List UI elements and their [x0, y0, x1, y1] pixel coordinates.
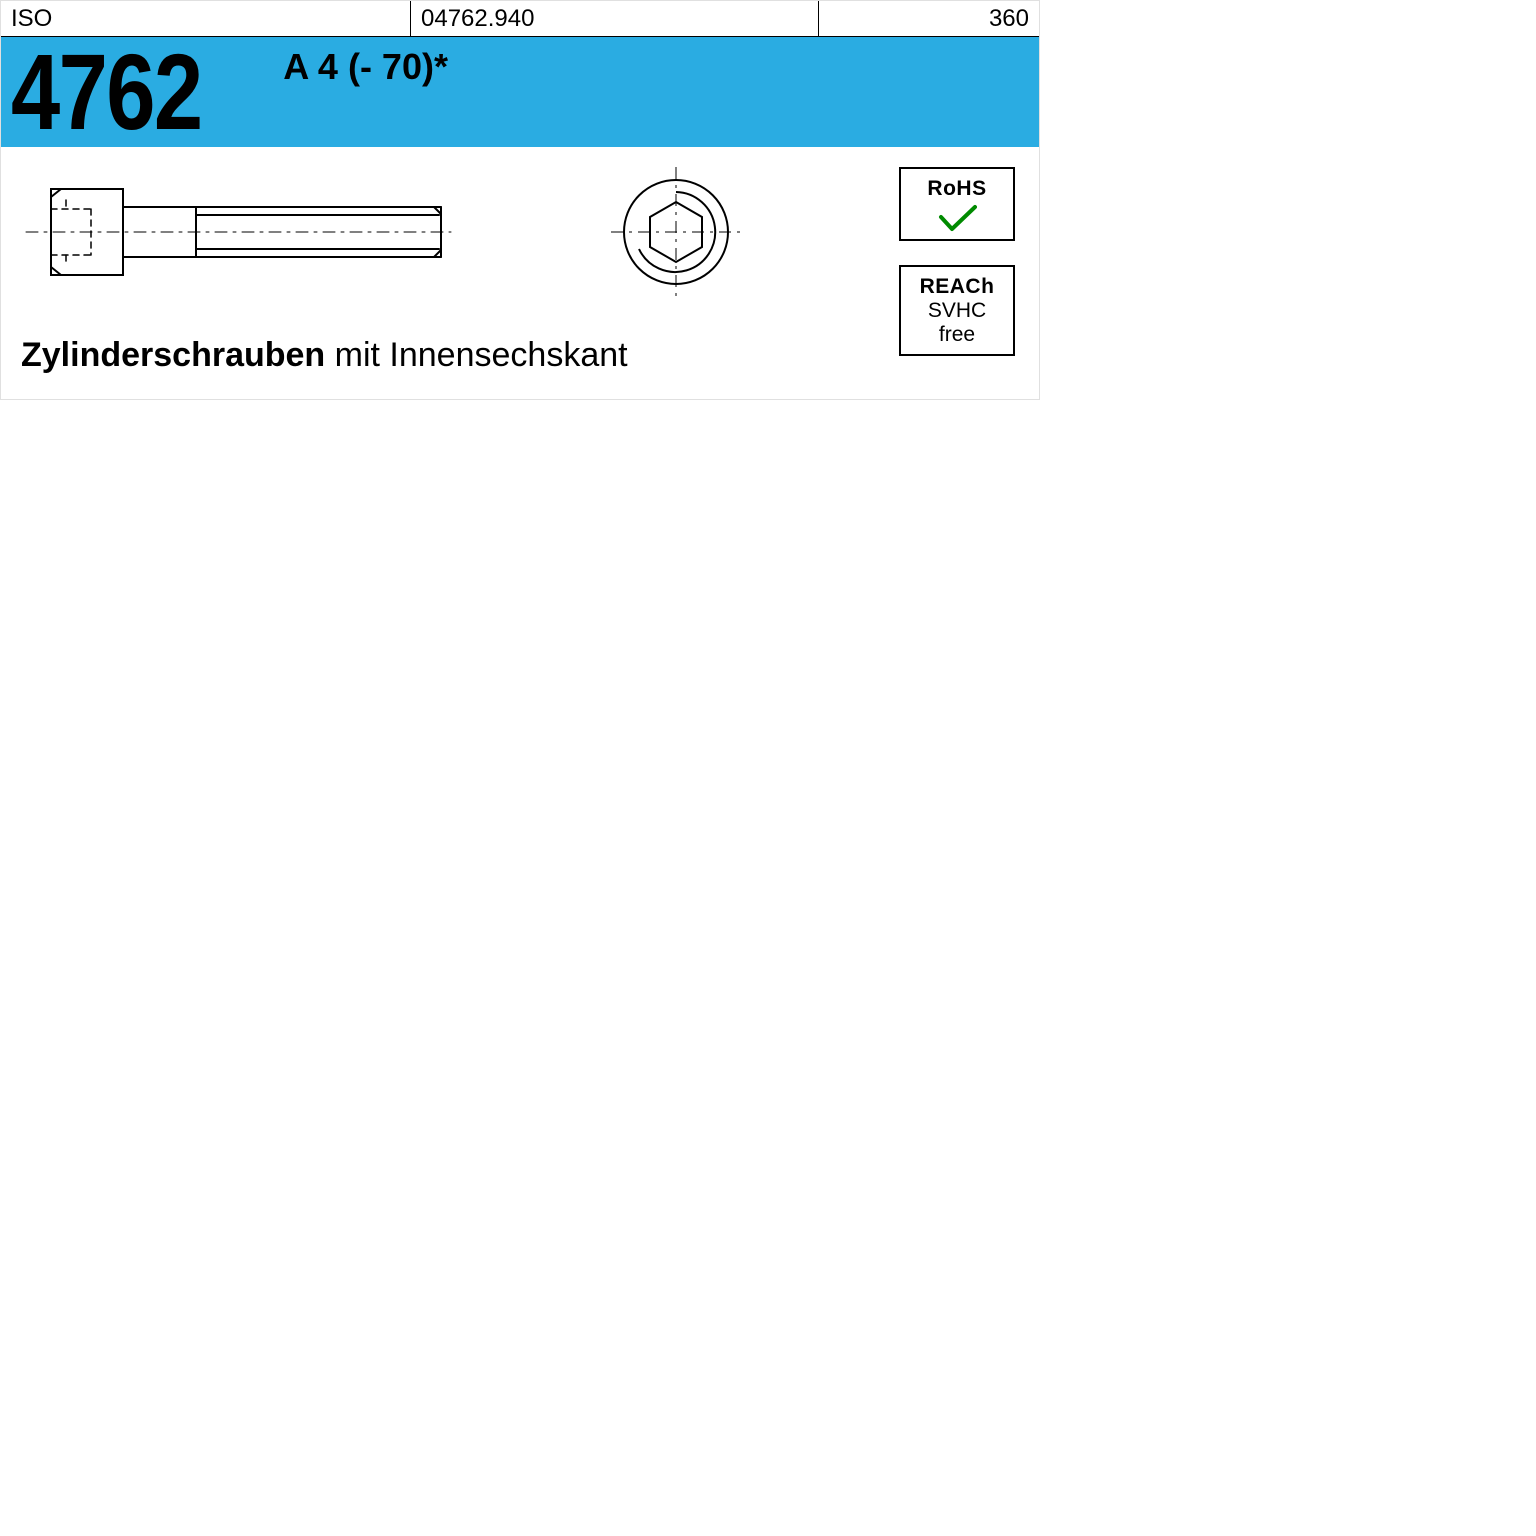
description: Zylinderschrauben mit Innensechskant [1, 336, 1039, 399]
header-number: 360 [989, 5, 1029, 33]
product-spec-card: ISO 04762.940 360 4762 A 4 (- 70)* [0, 0, 1040, 400]
reach-badge: REACh SVHC free [899, 265, 1015, 355]
description-rest: mit Innensechskant [325, 336, 627, 374]
standard-number: 4762 [11, 38, 201, 146]
reach-line3: free [907, 323, 1007, 347]
screw-front-icon [611, 167, 741, 297]
rohs-badge: RoHS [899, 167, 1015, 241]
reach-line2: SVHC [907, 299, 1007, 323]
compliance-badges: RoHS REACh SVHC free [899, 167, 1019, 356]
header-right-cell: 360 [819, 1, 1039, 36]
description-bold: Zylinderschrauben [21, 336, 325, 374]
article-code: 04762.940 [421, 5, 534, 33]
screw-front-drawing [611, 167, 741, 302]
screw-drawing [21, 167, 581, 302]
iso-label: ISO [11, 5, 52, 33]
header-code-cell: 04762.940 [411, 1, 819, 36]
mid-row: RoHS REACh SVHC free [1, 147, 1039, 366]
rohs-title: RoHS [907, 177, 1007, 201]
screw-side-icon [21, 167, 581, 297]
standard-bar: 4762 A 4 (- 70)* [1, 37, 1039, 147]
material-spec: A 4 (- 70)* [283, 46, 448, 88]
check-icon [937, 203, 977, 233]
reach-line1: REACh [907, 275, 1007, 299]
